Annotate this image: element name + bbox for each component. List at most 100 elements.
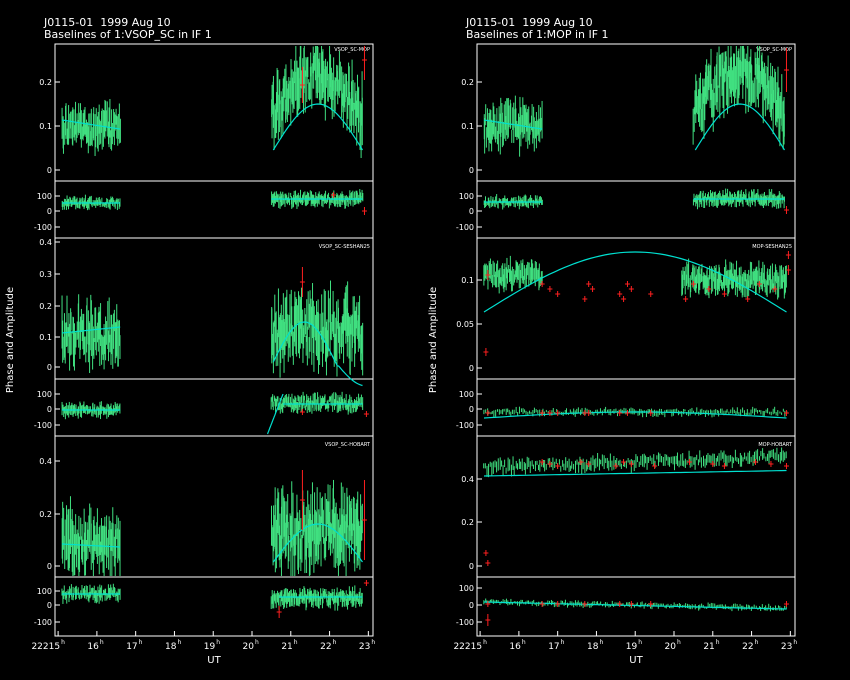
model-curve [483,411,787,419]
x-tick-sup: h [638,639,642,646]
data-points [61,194,121,211]
amp-tick-label: 0.1 [461,276,474,285]
x-tick-label: 20 [243,642,255,652]
data-points [271,46,363,158]
phase-tick-label: 0 [469,207,474,216]
data-points [270,585,363,611]
x-tick-label: 23 [781,642,792,652]
right-header-subtitle: Baselines of 1:MOP in IF 1 [466,28,609,41]
data-points [681,258,787,300]
phase-tick-label: 100 [459,584,474,593]
x-tick-sup: h [716,639,720,646]
phase-tick-label: 0 [47,207,52,216]
x-tick-sup: h [255,639,259,646]
amp-tick-label: 0.3 [39,270,52,279]
phase-tick-label: -100 [456,421,474,430]
x-tick-label: 19 [626,642,638,652]
x-tick-label: 16 [87,642,99,652]
amp-tick-label: 0 [469,562,474,571]
phase-tick-label: 0 [469,405,474,414]
amp-tick-label: 0 [469,166,474,175]
amp-tick-label: 0.4 [39,238,52,247]
phase-tick-label: 0 [47,601,52,610]
amp-tick-label: 0.1 [39,122,52,131]
x-tick-sup: h [755,639,759,646]
baseline-label: VSOP_SC-HOBART [325,442,371,448]
flagged-points [485,410,789,416]
x-tick-sup: h [100,639,104,646]
x-tick-sup: h [177,639,181,646]
x-axis-label: UT [207,655,221,666]
x-tick-sup: h [677,639,681,646]
data-points [61,98,121,157]
model-curve [272,103,364,151]
phase-tick-label: -100 [456,618,474,627]
model-curve [62,543,121,548]
x-tick-sup: h [522,639,526,646]
data-points [692,46,785,150]
flagged-points [539,281,778,302]
data-points [483,255,543,294]
x-tick-sup: h [793,639,797,646]
x-tick-label: 19 [204,642,216,652]
data-points [270,391,364,415]
amp-tick-label: 0.2 [39,510,52,519]
amp-tick-label: 0.2 [461,518,474,527]
y-axis-label: Phase and Amplitude [428,287,439,393]
amp-tick-label: 0.4 [461,475,474,484]
baseline-label: MOP-HOBART [758,442,793,448]
phase-tick-label: 100 [37,390,52,399]
x-tick-sup: h [333,639,337,646]
right-header-title: J0115-01 1999 Aug 10 [466,16,593,29]
amp-tick-label: 0 [47,562,52,571]
flagged-points [483,251,791,356]
phase-tick-label: 100 [37,192,52,201]
x-tick-label: 22 [742,642,753,652]
amp-tick-label: 0.2 [39,302,52,311]
x-tick-sup: h [371,639,375,646]
amp-tick-label: 0 [47,166,52,175]
x-tick-label: 18 [165,642,177,652]
phase-tick-label: -100 [34,618,52,627]
flagged-points [276,580,369,618]
x-tick-label: 18 [587,642,599,652]
amp-tick-label: 0.2 [461,78,474,87]
x-tick-sup: h [216,639,220,646]
x-tick-label: 22 [320,642,331,652]
flagged-points [299,470,367,560]
data-points [61,583,121,604]
baseline-label: VSOP_SC-MOP [334,47,370,53]
phase-tick-label: 100 [37,587,52,596]
phase-tick-label: 100 [459,192,474,201]
x-tick-sup: h [599,639,603,646]
amp-tick-label: 0.1 [461,122,474,131]
model-curve [272,523,363,563]
x-tick-sup: h [294,639,298,646]
x-tick-sup: h [483,639,487,646]
flagged-points [783,206,789,214]
x-tick-label: 17 [126,642,137,652]
left-header-subtitle: Baselines of 1:VSOP_SC in IF 1 [44,28,212,41]
model-curve [694,103,786,151]
baseline-label: VSOP_SC-SESHAN25 [319,244,370,250]
amp-tick-label: 0.4 [39,457,52,466]
flagged-points [299,267,305,297]
model-curve [483,119,543,130]
x-axis-label: UT [629,655,643,666]
x-tick-label: 23 [359,642,370,652]
phase-tick-label: -100 [34,223,52,232]
x-tick-label: 20 [665,642,677,652]
model-ramp [266,393,284,435]
left-header-title: J0115-01 1999 Aug 10 [44,16,171,29]
flagged-points [299,409,369,417]
phase-tick-label: 0 [469,601,474,610]
y-axis-label: Phase and Amplitude [5,287,16,393]
phase-tick-label: 0 [47,405,52,414]
x-tick-label: 22215 [31,642,60,652]
amp-tick-label: 0.2 [39,78,52,87]
amp-tick-label: 0 [469,364,474,373]
data-points [61,496,121,576]
model-curve [483,469,787,477]
model-curve [272,321,363,387]
